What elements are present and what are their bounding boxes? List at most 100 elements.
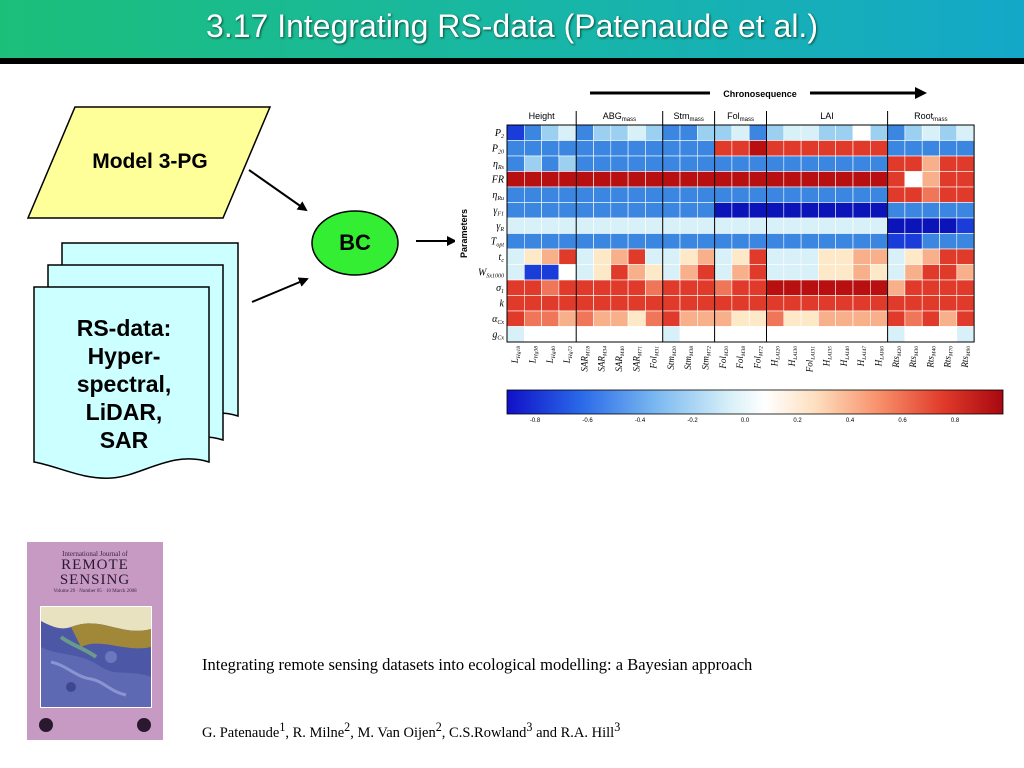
- heatmap-cell: [869, 279, 888, 296]
- heatmap-cell: [904, 140, 923, 157]
- heatmap-cell: [939, 140, 958, 157]
- heatmap-cell: [869, 202, 888, 219]
- parameter-label: γF1: [493, 206, 504, 218]
- heatmap-cell: [524, 140, 542, 157]
- heatmap-cell: [627, 186, 646, 203]
- heatmap-cell: [679, 124, 698, 141]
- colorbar: [506, 389, 1004, 415]
- heatmap-cell: [800, 310, 819, 327]
- heatmap-cell: [766, 264, 785, 281]
- journal-name-main: REMOTE SENSING: [27, 558, 163, 588]
- heatmap-cell: [939, 233, 958, 250]
- heatmap-cell: [541, 171, 560, 188]
- heatmap-cell: [524, 124, 542, 141]
- heatmap-cell: [610, 264, 629, 281]
- output-label: LHg18: [510, 346, 522, 364]
- heatmap-cell: [627, 264, 646, 281]
- heatmap-cell: [904, 186, 923, 203]
- output-label: SARM71: [631, 346, 643, 372]
- colorbar-tick-label: 0.8: [951, 418, 960, 424]
- heatmap-cell: [800, 186, 819, 203]
- heatmap-cell: [887, 264, 906, 281]
- heatmap-cell: [956, 140, 975, 157]
- heatmap-cell: [575, 217, 594, 234]
- heatmap-cell: [852, 248, 871, 265]
- heatmap-cell: [645, 310, 663, 327]
- heatmap-cell: [869, 124, 888, 141]
- heatmap-cell: [731, 186, 750, 203]
- heatmap-cell: [800, 202, 819, 219]
- heatmap-cell: [541, 279, 560, 296]
- heatmap-cell: [766, 248, 785, 265]
- heatmap-cell: [939, 295, 958, 312]
- paper-title: Integrating remote sensing datasets into…: [202, 655, 753, 674]
- heatmap-cell: [921, 248, 940, 265]
- output-label: SARM40: [614, 346, 626, 372]
- journal-cover: International Journal of REMOTE SENSING …: [27, 542, 163, 740]
- heatmap-cell: [748, 140, 767, 157]
- heatmap-cell: [835, 295, 854, 312]
- heatmap-cell: [783, 171, 802, 188]
- colorbar-tick-label: 0.2: [793, 418, 802, 424]
- group-label: Folmass: [727, 111, 754, 123]
- output-label: FolM20: [718, 346, 730, 370]
- heatmap-cell: [818, 279, 836, 296]
- rs-doc-front: [33, 286, 210, 479]
- heatmap-cell: [662, 279, 681, 296]
- heatmap-cell: [956, 279, 975, 296]
- heatmap-cell: [524, 295, 542, 312]
- heatmap-cell: [748, 264, 767, 281]
- heatmap-cell: [939, 310, 958, 327]
- heatmap-cell: [852, 233, 871, 250]
- parameter-label: σ1: [496, 283, 504, 295]
- heatmap-cell: [627, 326, 646, 343]
- heatmap-cell: [593, 310, 612, 327]
- heatmap-cell: [800, 264, 819, 281]
- heatmap-cell: [541, 295, 560, 312]
- heatmap-cell: [645, 264, 663, 281]
- heatmap-cell: [610, 248, 629, 265]
- heatmap-cell: [697, 295, 715, 312]
- model-shape: [26, 106, 272, 219]
- heatmap-cell: [835, 155, 854, 172]
- heatmap-cell: [869, 140, 888, 157]
- heatmap-cell: [541, 140, 560, 157]
- heatmap-cell: [956, 202, 975, 219]
- output-label: RtsM30: [908, 346, 920, 369]
- heatmap-cell: [627, 202, 646, 219]
- heatmap-cell: [558, 248, 577, 265]
- heatmap-cell: [818, 186, 836, 203]
- heatmap-cell: [800, 326, 819, 343]
- heatmap-cell: [558, 295, 577, 312]
- heatmap-cell: [783, 310, 802, 327]
- heatmap-cell: [783, 124, 802, 141]
- heatmap-cell: [524, 326, 542, 343]
- journal-issue: Volume 29 · Number 05 · 10 March 2008: [53, 589, 137, 594]
- paper-authors: G. Patenaude1, R. Milne2, M. Van Oijen2,…: [202, 720, 621, 741]
- output-label: FolM72: [752, 346, 764, 370]
- heatmap-cell: [714, 124, 733, 141]
- heatmap-cell: [679, 295, 698, 312]
- heatmap-cell: [610, 295, 629, 312]
- heatmap-cell: [800, 295, 819, 312]
- heatmap-cell: [835, 279, 854, 296]
- output-label: HLAI60: [874, 346, 886, 368]
- parameter-label: gCx: [492, 330, 504, 342]
- heatmap-cell: [921, 264, 940, 281]
- heatmap-cell: [904, 233, 923, 250]
- heatmap-cell: [939, 124, 958, 141]
- heatmap-cell: [506, 310, 525, 327]
- heatmap-cell: [904, 279, 923, 296]
- output-label: FolLAI31: [804, 346, 816, 374]
- heatmap-cell: [748, 186, 767, 203]
- heatmap-cell: [887, 202, 906, 219]
- heatmap-cell: [852, 186, 871, 203]
- heatmap-cell: [524, 202, 542, 219]
- heatmap-cell: [783, 279, 802, 296]
- heatmap-cell: [575, 155, 594, 172]
- heatmap-cell: [697, 310, 715, 327]
- heatmap-svg: Height ABGmass Stmmass Folmass LAI Rootmass Ch…: [459, 87, 1004, 424]
- heatmap-cell: [558, 124, 577, 141]
- output-label: StmM20: [666, 346, 678, 370]
- heatmap-cell: [558, 155, 577, 172]
